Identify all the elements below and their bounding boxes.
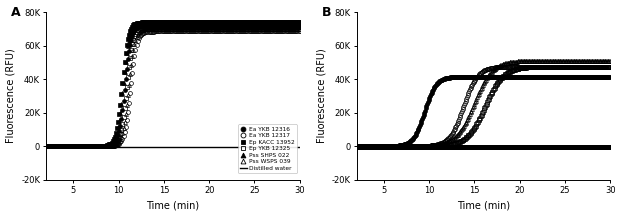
X-axis label: Time (min): Time (min) [457, 200, 510, 210]
Text: B: B [322, 6, 331, 19]
Text: A: A [11, 6, 20, 19]
Y-axis label: Fluorescence (RFU): Fluorescence (RFU) [6, 49, 16, 143]
Legend: Ea YKB 12316, Ea YKB 12317, Ep KACC 13952, Ep YKB 12325, Pss SHPS 022, Pss WSPS : Ea YKB 12316, Ea YKB 12317, Ep KACC 1395… [238, 124, 297, 173]
Y-axis label: Fluorescence (RFU): Fluorescence (RFU) [316, 49, 326, 143]
X-axis label: Time (min): Time (min) [147, 200, 199, 210]
